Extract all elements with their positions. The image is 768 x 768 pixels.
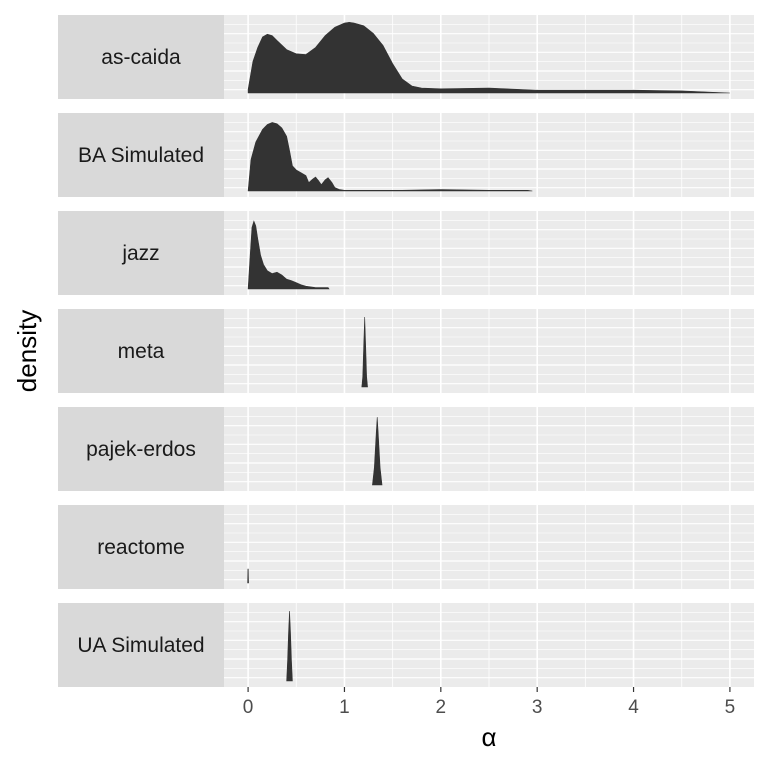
x-axis-title: α bbox=[481, 722, 496, 752]
facet-strip bbox=[58, 309, 224, 393]
facet-reactome: reactome bbox=[58, 505, 754, 589]
facet-strip-label: jazz bbox=[121, 242, 159, 265]
facet-strip-label: pajek-erdos bbox=[86, 438, 196, 461]
facet-strip bbox=[58, 113, 224, 197]
y-axis-title: density bbox=[12, 310, 42, 392]
facet-strip-label: meta bbox=[118, 340, 165, 363]
facet-meta: meta bbox=[58, 309, 754, 393]
density-area bbox=[247, 220, 330, 290]
x-axis: 0 1 2 3 4 5 bbox=[243, 687, 735, 718]
facet-strip bbox=[58, 15, 224, 99]
x-tick-label: 0 bbox=[243, 697, 254, 718]
facet-pajek-erdos: pajek-erdos bbox=[58, 407, 754, 491]
facet-strip-label: UA Simulated bbox=[77, 634, 204, 657]
facet-strip bbox=[58, 603, 224, 687]
x-tick-label: 1 bbox=[339, 697, 350, 718]
x-tick-label: 4 bbox=[628, 697, 639, 718]
density-area bbox=[247, 21, 730, 94]
facet-strip bbox=[58, 211, 224, 295]
facet-strip bbox=[58, 407, 224, 491]
facet-strip-label: reactome bbox=[97, 536, 185, 559]
x-tick-label: 5 bbox=[725, 697, 736, 718]
x-tick-label: 2 bbox=[436, 697, 447, 718]
facet-strip-label: BA Simulated bbox=[78, 144, 204, 167]
facet-ba-simulated: BA Simulated bbox=[58, 113, 754, 197]
facet-jazz: jazz bbox=[58, 211, 754, 295]
facet-strip bbox=[58, 505, 224, 589]
facet-as-caida: as-caida bbox=[58, 15, 754, 99]
density-area bbox=[286, 610, 293, 682]
x-tick-label: 3 bbox=[532, 697, 543, 718]
facets-layer: as-caida BA Simulated jazz meta pajek-erdos r… bbox=[58, 15, 754, 687]
facet-ua-simulated: UA Simulated bbox=[58, 603, 754, 687]
density-area bbox=[372, 417, 383, 486]
facet-strip-label: as-caida bbox=[101, 46, 181, 69]
density-area bbox=[247, 568, 249, 584]
density-area bbox=[247, 122, 533, 192]
density-area bbox=[361, 316, 368, 388]
